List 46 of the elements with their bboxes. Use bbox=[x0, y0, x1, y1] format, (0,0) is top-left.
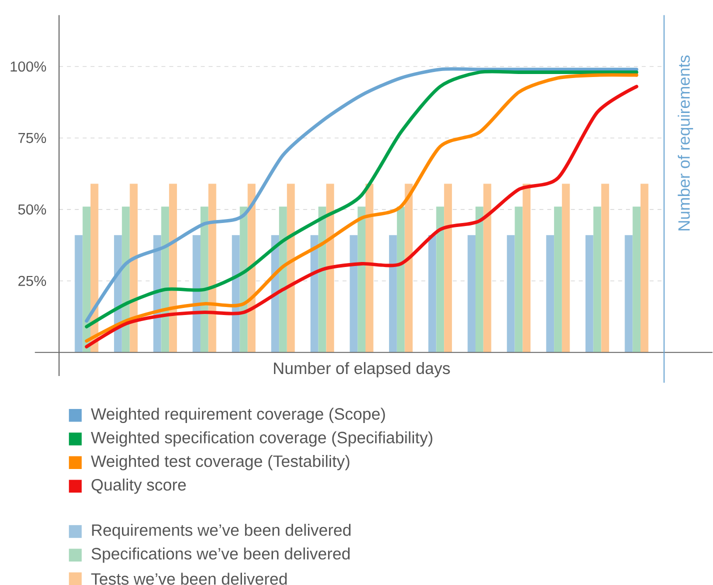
bar bbox=[428, 235, 436, 352]
bar bbox=[396, 206, 405, 352]
bar bbox=[468, 235, 476, 352]
legend-label: Requirements we’ve been delivered bbox=[92, 524, 351, 540]
bar bbox=[82, 206, 91, 352]
bar bbox=[74, 235, 83, 352]
legend-label: Specifications we’ve been delivered bbox=[92, 547, 350, 563]
bar bbox=[436, 206, 444, 352]
y-tick-label: 100% bbox=[10, 61, 46, 72]
bar bbox=[514, 206, 523, 352]
bar bbox=[562, 184, 570, 352]
bar bbox=[232, 235, 240, 352]
bar bbox=[326, 184, 334, 352]
y2-axis-title: Number of requirements bbox=[678, 55, 694, 230]
legend-label: Quality score bbox=[92, 478, 186, 494]
bar bbox=[310, 235, 318, 352]
legend-label: Weighted requirement coverage (Scope) bbox=[90, 408, 385, 423]
bar bbox=[350, 235, 358, 352]
bar bbox=[593, 206, 602, 352]
bar bbox=[601, 184, 610, 352]
bar bbox=[444, 184, 452, 352]
legend-label: Weighted specification coverage (Specifiability) bbox=[90, 431, 432, 447]
bar bbox=[279, 206, 287, 352]
bar bbox=[624, 235, 633, 352]
bar bbox=[483, 184, 492, 352]
bar bbox=[632, 206, 641, 352]
bar bbox=[389, 235, 397, 352]
bar bbox=[366, 184, 374, 352]
bar bbox=[358, 206, 366, 352]
x-axis-title: Number of elapsed days bbox=[274, 362, 450, 378]
bar bbox=[506, 235, 515, 352]
bar bbox=[546, 235, 554, 352]
bar bbox=[286, 184, 295, 352]
bar bbox=[554, 206, 562, 352]
bar bbox=[169, 184, 177, 352]
y-tick-label: 25% bbox=[18, 276, 46, 286]
bar bbox=[200, 206, 208, 352]
bar bbox=[192, 235, 200, 352]
legend-label: Tests we’ve been delivered bbox=[91, 572, 287, 585]
bar bbox=[522, 184, 531, 352]
legend-label: Weighted test coverage (Testability) bbox=[90, 454, 350, 470]
y-tick-label: 50% bbox=[18, 204, 46, 214]
bar bbox=[475, 206, 484, 352]
bar bbox=[640, 184, 648, 352]
bar bbox=[585, 235, 594, 352]
y-tick-label: 75% bbox=[18, 132, 46, 143]
